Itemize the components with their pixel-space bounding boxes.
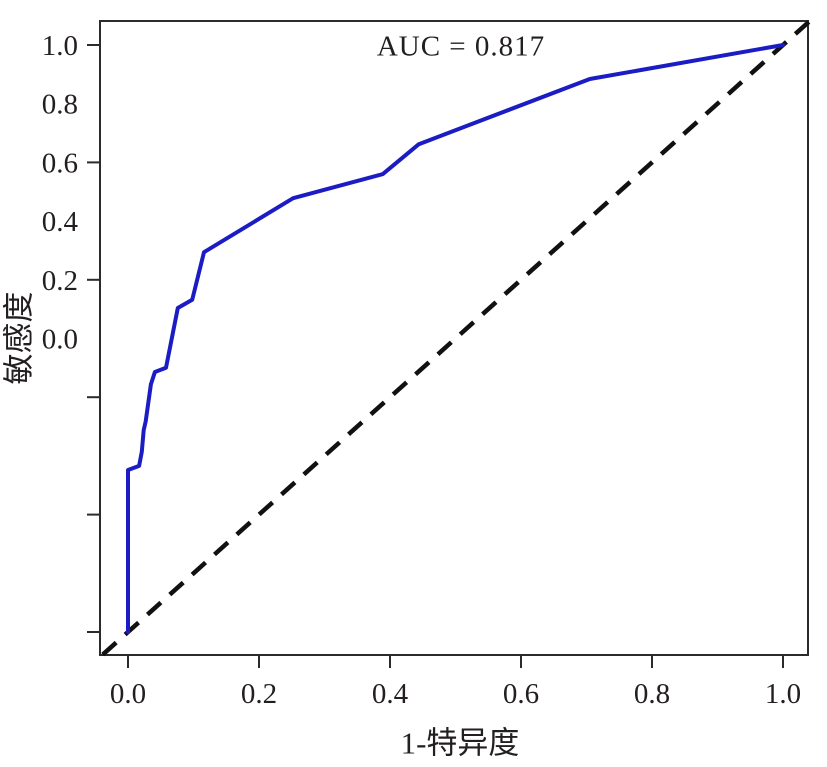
y-tick-label: 0.6 [42,147,78,179]
y-tick-label: 1.0 [42,30,78,62]
y-tick-label: 0.0 [42,324,78,356]
y-tick-label: 0.8 [42,89,78,121]
x-tick-label: 0.6 [503,678,539,710]
x-tick-label: 0.0 [110,678,146,710]
x-axis-title: 1-特异度 [400,725,520,761]
roc-curve-line [126,43,785,634]
x-tick-label: 0.8 [634,678,670,710]
x-tick-label: 0.2 [241,678,277,710]
y-axis-title: 敏感度 [1,291,37,385]
x-tick-label: 0.4 [372,678,409,710]
reference-diagonal-line [101,20,811,657]
y-tick-label: 0.4 [42,206,79,238]
plot-border [99,20,809,656]
auc-annotation: AUC = 0.817 [376,30,546,63]
x-tick-label: 1.0 [765,678,801,710]
y-tick-label: 0.2 [42,265,78,297]
